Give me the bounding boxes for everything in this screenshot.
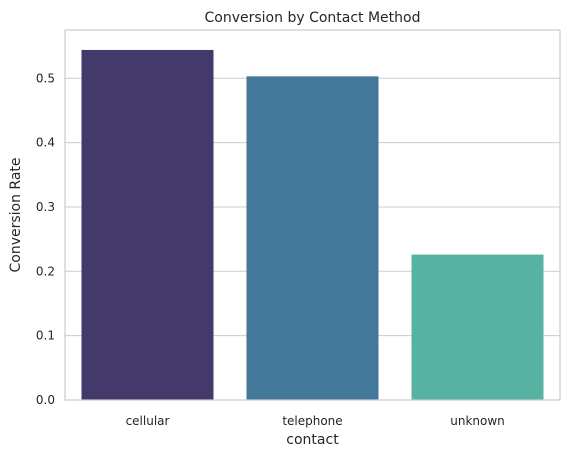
y-axis-label: Conversion Rate [8, 157, 24, 272]
bar-cellular [81, 49, 214, 401]
plot-frame [64, 29, 561, 401]
x-axis-label: contact [286, 432, 339, 448]
x-tick-label: telephone [282, 414, 342, 428]
chart-title: Conversion by Contact Method [205, 10, 421, 26]
y-axis-ticks: 0.0 0.1 0.2 0.3 0.4 0.5 [36, 71, 55, 407]
bars [81, 49, 544, 401]
bar-telephone [246, 76, 379, 400]
y-tick-label: 0.1 [36, 329, 55, 343]
x-axis-ticks: cellular telephone unknown [126, 414, 505, 428]
x-tick-label: cellular [126, 414, 170, 428]
y-tick-label: 0.3 [36, 200, 55, 214]
y-tick-label: 0.0 [36, 393, 55, 407]
y-tick-label: 0.2 [36, 264, 55, 278]
bar-unknown [411, 254, 544, 400]
y-tick-label: 0.4 [36, 136, 55, 150]
x-tick-label: unknown [450, 414, 505, 428]
y-tick-label: 0.5 [36, 71, 55, 85]
